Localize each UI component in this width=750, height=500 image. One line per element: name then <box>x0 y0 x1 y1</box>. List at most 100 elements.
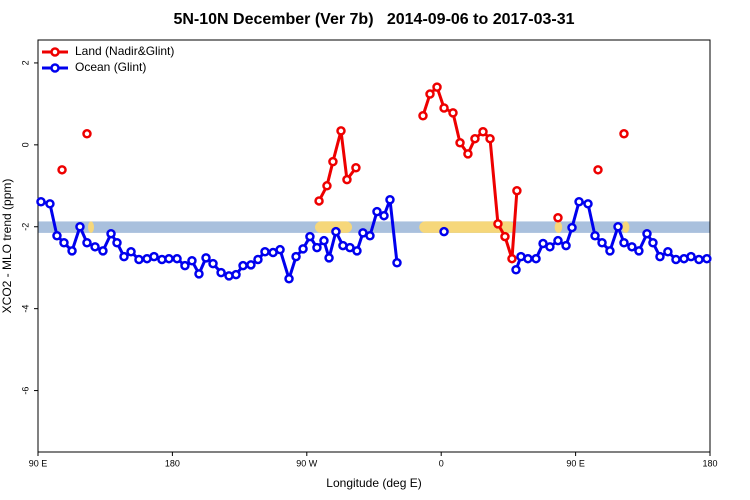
data-point <box>112 237 122 248</box>
data-point <box>351 163 361 173</box>
data-point <box>208 258 218 269</box>
plot-frame <box>37 39 711 453</box>
data-point <box>119 251 129 262</box>
x-tick-label: 90 E <box>29 458 48 468</box>
data-point <box>352 246 362 256</box>
data-point <box>500 231 510 242</box>
legend-label: Ocean (Glint) <box>75 60 146 74</box>
highlight-range <box>621 221 630 233</box>
data-point <box>385 194 395 205</box>
legend-marker <box>50 47 60 57</box>
x-tick-label: 90 E <box>566 458 585 468</box>
data-point <box>298 244 308 254</box>
data-point <box>619 129 629 139</box>
data-point <box>284 274 294 284</box>
data-point <box>82 129 92 139</box>
data-point <box>201 253 211 263</box>
data-point <box>98 246 108 256</box>
series-line <box>317 129 358 202</box>
data-point <box>324 253 334 263</box>
series-line <box>40 198 399 281</box>
data-point <box>642 228 652 239</box>
data-point <box>164 253 174 264</box>
data-point <box>597 237 607 248</box>
data-point <box>126 246 136 257</box>
data-point <box>493 219 503 229</box>
data-point <box>613 222 623 232</box>
data-point <box>463 149 473 159</box>
data-point <box>553 212 563 223</box>
data-point <box>593 165 603 175</box>
highlight-range <box>315 221 353 233</box>
data-point <box>425 89 435 99</box>
data-point <box>583 199 593 209</box>
data-point <box>331 226 341 237</box>
x-axis-label: Longitude (deg E) <box>326 476 421 490</box>
highlight-range <box>88 221 94 233</box>
y-tick-label: -2 <box>20 223 30 231</box>
data-point <box>365 231 375 241</box>
data-point <box>392 258 402 268</box>
data-point <box>314 196 324 206</box>
data-point <box>523 253 533 264</box>
data-point <box>328 156 338 167</box>
data-point <box>67 246 77 256</box>
legend-label: Land (Nadir&Glint) <box>75 44 174 58</box>
y-tick-label: 0 <box>20 142 30 147</box>
data-point <box>275 244 285 255</box>
data-point <box>663 246 673 257</box>
data-point <box>455 138 465 148</box>
data-point <box>336 126 346 136</box>
data-point <box>590 231 600 241</box>
data-point <box>342 174 352 185</box>
data-point <box>59 237 69 248</box>
data-point <box>531 253 541 264</box>
data-point <box>149 251 159 262</box>
data-point <box>246 260 256 270</box>
y-tick-label: -4 <box>20 305 30 313</box>
data-point <box>605 246 615 256</box>
y-axis-label: XCO2 - MLO trend (ppm) <box>0 179 14 314</box>
x-tick-label: 180 <box>165 458 180 468</box>
data-point <box>379 210 389 221</box>
data-point <box>702 253 712 264</box>
data-point <box>319 235 329 246</box>
data-point <box>432 82 442 92</box>
y-tick-label: -6 <box>20 387 30 395</box>
data-point <box>75 222 85 232</box>
data-point <box>418 111 428 121</box>
highlight-range <box>554 221 563 233</box>
data-point <box>187 255 197 266</box>
data-point <box>305 231 315 242</box>
data-point <box>627 242 637 252</box>
data-point <box>345 242 355 253</box>
data-point <box>545 242 555 252</box>
data-point <box>106 228 116 239</box>
data-point <box>134 254 144 265</box>
y-tick-label: 2 <box>20 60 30 65</box>
chart-title: 5N-10N December (Ver 7b) 2014-09-06 to 2… <box>173 11 574 28</box>
data-point <box>260 246 270 257</box>
data-point <box>634 246 644 256</box>
data-point <box>90 242 100 252</box>
x-tick-label: 0 <box>439 458 444 468</box>
data-point <box>561 240 571 251</box>
data-point <box>253 254 263 265</box>
data-point <box>172 253 182 264</box>
x-tick-label: 90 W <box>296 458 318 468</box>
data-point <box>485 133 495 144</box>
data-point <box>511 265 521 275</box>
data-point <box>567 222 577 233</box>
data-point <box>655 251 665 262</box>
data-point <box>291 251 301 262</box>
data-point <box>671 254 681 265</box>
data-point <box>648 237 658 248</box>
data-point <box>470 133 480 144</box>
data-point <box>448 108 458 118</box>
data-point <box>238 260 248 271</box>
data-point <box>478 126 488 137</box>
data-point <box>439 226 449 237</box>
data-point <box>312 242 322 253</box>
data-point <box>694 254 704 265</box>
